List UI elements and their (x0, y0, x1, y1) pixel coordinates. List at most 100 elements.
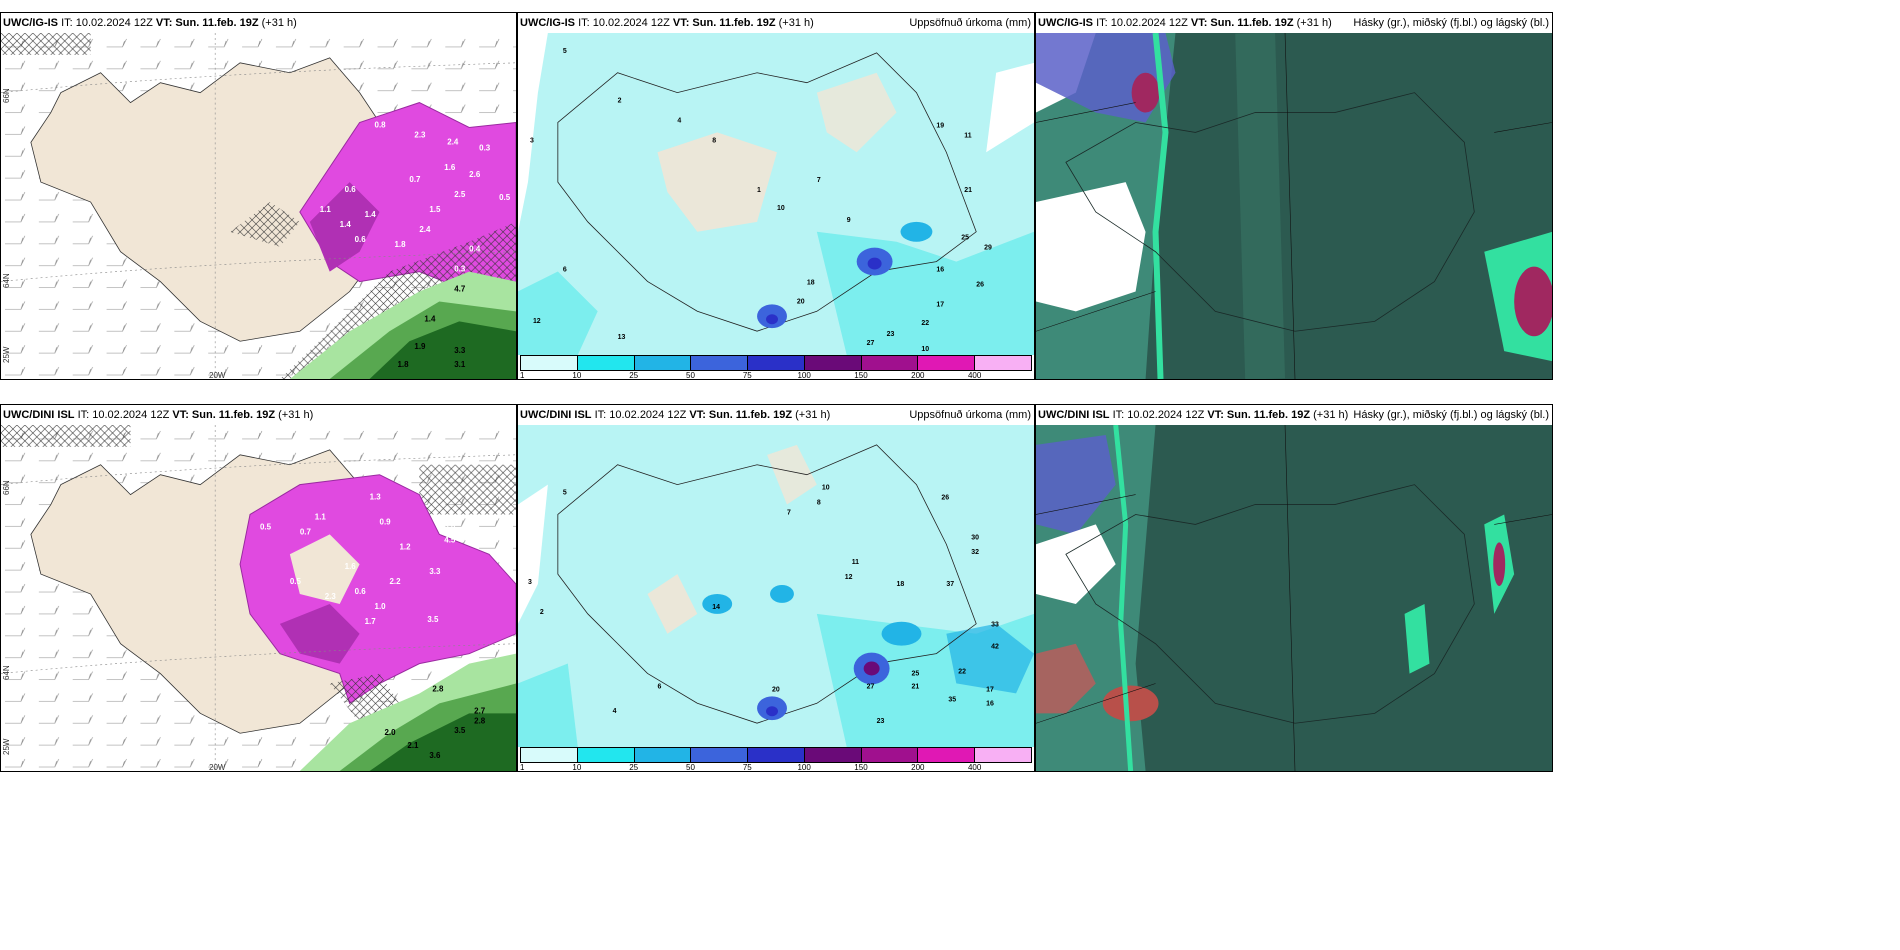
panel-snow-top: UWC/IG-IS IT: 10.02.2024 12Z VT: Sun. 11… (0, 12, 517, 380)
snow-value: 1.8 (394, 240, 406, 249)
precip-value: 4 (677, 117, 681, 124)
precip-value: 37 (946, 581, 954, 588)
rain-value: 1.4 (424, 314, 436, 323)
lead-time: (+31 h) (778, 17, 814, 29)
precip-value: 3 (528, 579, 532, 586)
lon-label: 25W (2, 346, 11, 363)
init-time: IT: 10.02.2024 12Z (1112, 409, 1205, 421)
legend-tick: 200 (911, 371, 925, 380)
init-time: IT: 10.02.2024 12Z (578, 17, 670, 29)
precip-value: 12 (533, 318, 541, 325)
panel-title: Hásky (gr.), miðský (fj.bl.) og lágský (… (1353, 409, 1549, 421)
precip-value: 20 (797, 298, 805, 305)
model-name: UWC/IG-IS (3, 17, 58, 29)
panel-header: UWC/DINI ISL IT: 10.02.2024 12Z VT: Sun.… (518, 405, 1034, 425)
panel-precip-bottom: UWC/DINI ISL IT: 10.02.2024 12Z VT: Sun.… (517, 404, 1035, 772)
precip-value: 20 (772, 686, 780, 693)
legend-colorbar (520, 355, 1032, 371)
precip-value: 23 (887, 331, 895, 338)
precip-value: 30 (971, 534, 979, 541)
lead-time: (+31 h) (1296, 17, 1332, 29)
legend-tick: 150 (854, 763, 868, 772)
rain-value: 2.1 (407, 741, 419, 750)
snow-value: 2.2 (389, 577, 401, 586)
rain-value: 3.3 (454, 346, 466, 355)
precip-value: 4 (613, 708, 617, 715)
legend-tick: 10 (572, 371, 582, 380)
precip-value: 7 (787, 509, 791, 516)
precip-value: 26 (976, 281, 984, 288)
precip-value: 33 (991, 622, 999, 629)
init-time: IT: 10.02.2024 12Z (77, 409, 170, 421)
precip-value: 11 (964, 132, 971, 139)
cloud-map (1036, 425, 1552, 771)
lon-label: 20W (209, 371, 226, 380)
rain-value: 2.7 (474, 706, 486, 715)
snow-value: 0.7 (300, 527, 312, 536)
precip-value: 29 (984, 245, 992, 252)
panel-title: Hásky (gr.), miðský (fj.bl.) og lágský (… (1353, 17, 1549, 29)
snow-value: 1.1 (315, 512, 327, 521)
valid-time: Sun. 11.feb. 19Z (1210, 17, 1294, 29)
rain-value: 2.8 (474, 716, 486, 725)
precip-map: 5 3 6 2 4 8 10 7 1 9 19 11 21 25 29 16 1… (518, 33, 1034, 355)
legend-tick: 10 (572, 763, 582, 772)
snow-map: 1.3 0.9 0.5 1.1 2.3 1.6 0.7 3.6 4.5 3.3 … (1, 425, 516, 771)
legend-tick: 75 (742, 371, 752, 380)
valid-time-label: VT: (155, 17, 173, 29)
rain-value: 2.0 (385, 728, 397, 737)
valid-time-label: VT: (672, 17, 690, 29)
lat-label: 64N (2, 273, 11, 288)
precip-value: 8 (712, 137, 716, 144)
precip-value: 8 (817, 500, 821, 507)
legend-tick: 100 (797, 763, 811, 772)
snow-value: 0.5 (499, 193, 511, 202)
snow-value: 0.6 (355, 587, 367, 596)
precip-value: 7 (817, 177, 821, 184)
lon-label: 20W (209, 763, 226, 772)
precip-value: 17 (986, 686, 994, 693)
valid-time: Sun. 11.feb. 19Z (708, 409, 793, 421)
snow-value: 1.4 (340, 220, 352, 229)
snow-value: 1.2 (399, 542, 411, 551)
snow-value: 2.5 (454, 190, 466, 199)
precip-value: 14 (712, 604, 720, 611)
precip-value: 32 (971, 549, 979, 556)
snow-value: 1.1 (320, 205, 332, 214)
snow-value: 1.6 (444, 163, 456, 172)
lead-time: (+31 h) (261, 17, 297, 29)
precip-value: 22 (958, 668, 966, 675)
rain-value: 1.8 (397, 360, 409, 369)
precip-value: 17 (936, 301, 944, 308)
valid-time-label: VT: (172, 409, 189, 421)
precip-value: 10 (822, 485, 830, 492)
panel-title: Uppsöfnuð úrkoma (mm) (909, 409, 1031, 421)
precip-value: 22 (921, 320, 929, 327)
valid-time-label: VT: (1190, 17, 1208, 29)
lead-time: (+31 h) (795, 409, 831, 421)
precip-value: 27 (867, 340, 875, 347)
precip-value: 19 (936, 122, 944, 129)
precip-value: 6 (563, 267, 567, 274)
valid-time-label: VT: (689, 409, 706, 421)
panel-header: UWC/DINI ISL IT: 10.02.2024 12Z VT: Sun.… (1036, 405, 1552, 425)
panel-cloud-top: UWC/IG-IS IT: 10.02.2024 12Z VT: Sun. 11… (1035, 12, 1553, 380)
lead-time: (+31 h) (1313, 409, 1349, 421)
valid-time: Sun. 11.feb. 19Z (1226, 409, 1311, 421)
panel-title: Uppsöfnuð úrkoma (mm) (909, 17, 1031, 29)
precip-value: 6 (657, 683, 661, 690)
precip-value: 18 (897, 581, 905, 588)
rain-value: 3.5 (454, 726, 466, 735)
init-time: IT: 10.02.2024 12Z (61, 17, 153, 29)
legend-tick: 75 (742, 763, 752, 772)
snow-value: 1.0 (375, 602, 387, 611)
precip-value: 12 (845, 574, 853, 581)
rain-value: 1.9 (414, 342, 426, 351)
snow-value: 2.4 (447, 137, 459, 146)
snow-value: 2.4 (419, 225, 431, 234)
panel-header: UWC/IG-IS IT: 10.02.2024 12Z VT: Sun. 11… (1036, 13, 1552, 33)
precip-value: 21 (964, 187, 972, 194)
precip-value: 16 (986, 700, 994, 707)
precip-value: 5 (563, 490, 567, 497)
snow-value: 3.3 (429, 567, 441, 576)
